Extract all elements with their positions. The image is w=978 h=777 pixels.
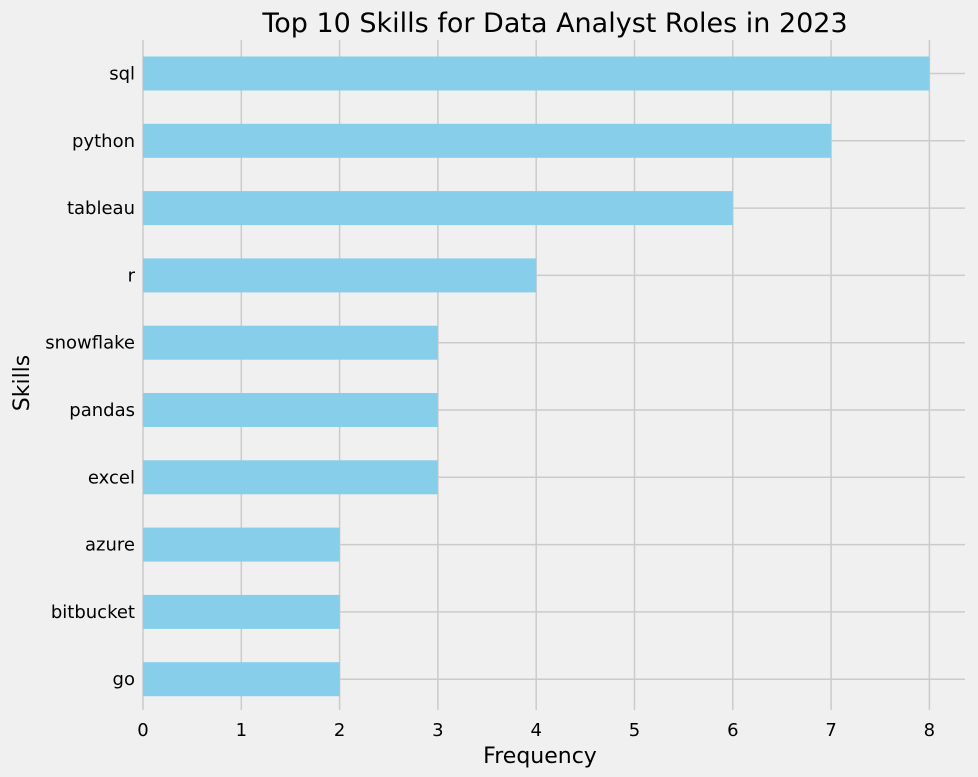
- y-tick-label-python: python: [72, 131, 135, 152]
- y-tick-label-excel: excel: [88, 467, 135, 488]
- y-axis-label: Skills: [10, 355, 35, 412]
- x-tick-label: 4: [530, 720, 541, 741]
- y-tick-label-bitbucket: bitbucket: [51, 602, 135, 623]
- y-tick-label-sql: sql: [109, 64, 135, 85]
- x-tick-label: 5: [629, 720, 640, 741]
- bar-go: [143, 662, 340, 697]
- bar-sql: [143, 56, 930, 91]
- y-tick-label-r: r: [128, 265, 136, 286]
- x-tick-label: 6: [727, 720, 738, 741]
- x-tick-label: 0: [137, 720, 148, 741]
- bar-tableau: [143, 191, 733, 226]
- chart-title: Top 10 Skills for Data Analyst Roles in …: [261, 8, 847, 39]
- x-tick-label: 7: [825, 720, 836, 741]
- bars: [143, 56, 930, 697]
- y-tick-label-azure: azure: [85, 535, 135, 556]
- y-tick-label-tableau: tableau: [67, 198, 135, 219]
- bar-snowflake: [143, 325, 438, 360]
- y-tick-label-snowflake: snowflake: [45, 333, 135, 354]
- tick-labels: 0 1 2 3 4 5 6 7 8 sql python tableau r snowflake panda…: [45, 64, 935, 742]
- y-tick-label-pandas: pandas: [69, 400, 135, 421]
- bar-bitbucket: [143, 594, 340, 629]
- x-tick-label: 1: [236, 720, 247, 741]
- x-tick-label: 8: [924, 720, 935, 741]
- bar-pandas: [143, 393, 438, 427]
- y-tick-label-go: go: [113, 669, 135, 690]
- bar-r: [143, 258, 537, 293]
- x-axis-label: Frequency: [483, 744, 597, 769]
- x-tick-label: 2: [334, 720, 345, 741]
- bar-excel: [143, 460, 438, 495]
- x-tick-label: 3: [432, 720, 443, 741]
- bar-python: [143, 123, 832, 158]
- bar-azure: [143, 527, 340, 562]
